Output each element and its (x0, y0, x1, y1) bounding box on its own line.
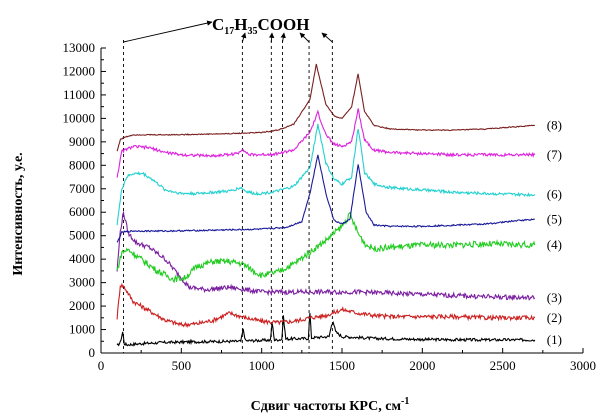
x-tick-label: 2000 (409, 358, 435, 373)
x-tick-label: 1000 (249, 358, 275, 373)
x-tick-label: 500 (172, 358, 192, 373)
y-tick-label: 9000 (69, 134, 95, 149)
y-tick-label: 2000 (69, 298, 95, 313)
series-line (116, 154, 535, 243)
series-line (116, 210, 536, 301)
formula-arrow (123, 20, 213, 43)
formula-arrow (280, 32, 286, 43)
y-tick-label: 5000 (69, 228, 95, 243)
spectra-series (116, 63, 536, 347)
x-tick-label: 0 (98, 358, 105, 373)
x-tick-label: 3000 (570, 358, 596, 373)
y-tick-label: 12000 (63, 63, 96, 78)
series-label: (4) (547, 237, 562, 252)
formula-arrows (123, 20, 333, 43)
y-tick-label: 1000 (69, 322, 95, 337)
y-tick-label: 8000 (69, 157, 95, 172)
y-tick-label: 4000 (69, 251, 95, 266)
x-tick-label: 2500 (490, 358, 516, 373)
series-label: (3) (547, 290, 562, 305)
formula-annotation: C17H35COOH (212, 15, 309, 37)
series-line (116, 108, 536, 178)
y-tick-label: 10000 (63, 110, 96, 125)
formula-arrow (268, 32, 275, 43)
series-label: (2) (547, 310, 562, 325)
y-tick-label: 11000 (63, 87, 95, 102)
formula-arrow (321, 32, 333, 43)
marker-lines (123, 40, 333, 353)
formula-arrow (299, 32, 310, 43)
y-tick-label: 13000 (63, 40, 96, 55)
series-label: (8) (547, 117, 562, 132)
x-tick-label: 1500 (329, 358, 355, 373)
series-line (116, 211, 536, 284)
y-tick-label: 7000 (69, 181, 95, 196)
series-label: (7) (547, 147, 562, 162)
axes: 0 500 1000 1500 2000 2500 3000 0 1000 2000 3000 400… (63, 40, 597, 373)
y-tick-label: 3000 (69, 275, 95, 290)
series-line (116, 123, 536, 226)
series-line (116, 312, 536, 347)
y-tick-label: 0 (89, 345, 96, 360)
series-label: (1) (547, 332, 562, 347)
series-labels: (1) (2) (3) (4) (5) (6) (7) (8) (547, 117, 562, 346)
formula-arrow (241, 32, 247, 43)
series-label: (6) (547, 187, 562, 202)
x-axis-title: Сдвиг частоты КРС, см-1 (251, 396, 410, 414)
series-label: (5) (547, 211, 562, 226)
series-line (116, 63, 535, 152)
series-line (116, 282, 536, 329)
y-tick-label: 6000 (69, 204, 95, 219)
y-axis-title: Интенсивность, у.е. (11, 152, 26, 275)
